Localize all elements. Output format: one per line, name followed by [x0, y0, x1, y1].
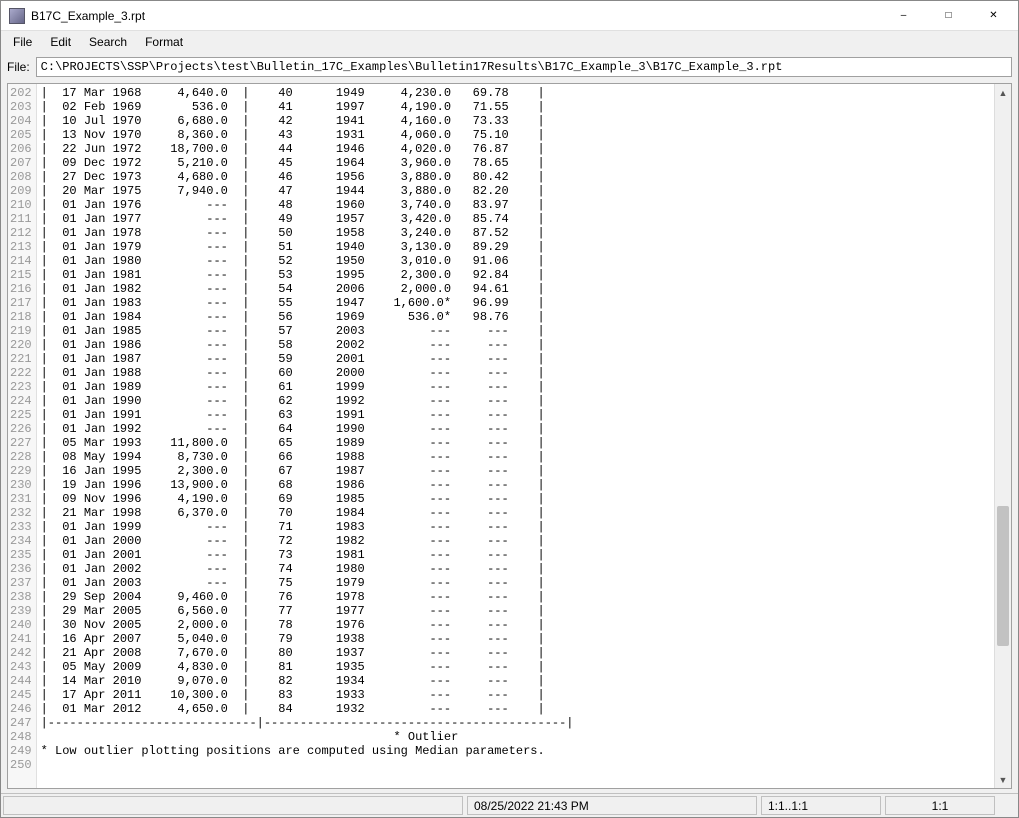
editor: 202 203 204 205 206 207 208 209 210 211 … [7, 83, 1012, 789]
file-row: File: [1, 53, 1018, 81]
app-icon [9, 8, 25, 24]
statusbar: 08/25/2022 21:43 PM 1:1..1:1 1:1 [1, 793, 1018, 817]
scroll-thumb[interactable] [997, 506, 1009, 646]
text-content[interactable]: | 17 Mar 1968 4,640.0 | 40 1949 4,230.0 … [37, 84, 994, 788]
status-position: 1:1 [885, 796, 995, 815]
vertical-scrollbar[interactable]: ▲ ▼ [994, 84, 1011, 788]
window-controls: – □ ✕ [881, 1, 1016, 30]
status-datetime: 08/25/2022 21:43 PM [467, 796, 757, 815]
line-gutter: 202 203 204 205 206 207 208 209 210 211 … [8, 84, 37, 788]
menubar: File Edit Search Format [1, 31, 1018, 53]
maximize-button[interactable]: □ [926, 1, 971, 30]
status-selection: 1:1..1:1 [761, 796, 881, 815]
minimize-button[interactable]: – [881, 1, 926, 30]
menu-edit[interactable]: Edit [42, 33, 79, 51]
titlebar: B17C_Example_3.rpt – □ ✕ [1, 1, 1018, 31]
file-path-input[interactable] [36, 57, 1012, 77]
scroll-up-icon[interactable]: ▲ [995, 84, 1011, 101]
close-button[interactable]: ✕ [971, 1, 1016, 30]
menu-format[interactable]: Format [137, 33, 191, 51]
file-label: File: [7, 60, 30, 74]
menu-search[interactable]: Search [81, 33, 135, 51]
window-title: B17C_Example_3.rpt [31, 9, 881, 23]
status-cell-empty [3, 796, 463, 815]
menu-file[interactable]: File [5, 33, 40, 51]
scroll-down-icon[interactable]: ▼ [995, 771, 1011, 788]
